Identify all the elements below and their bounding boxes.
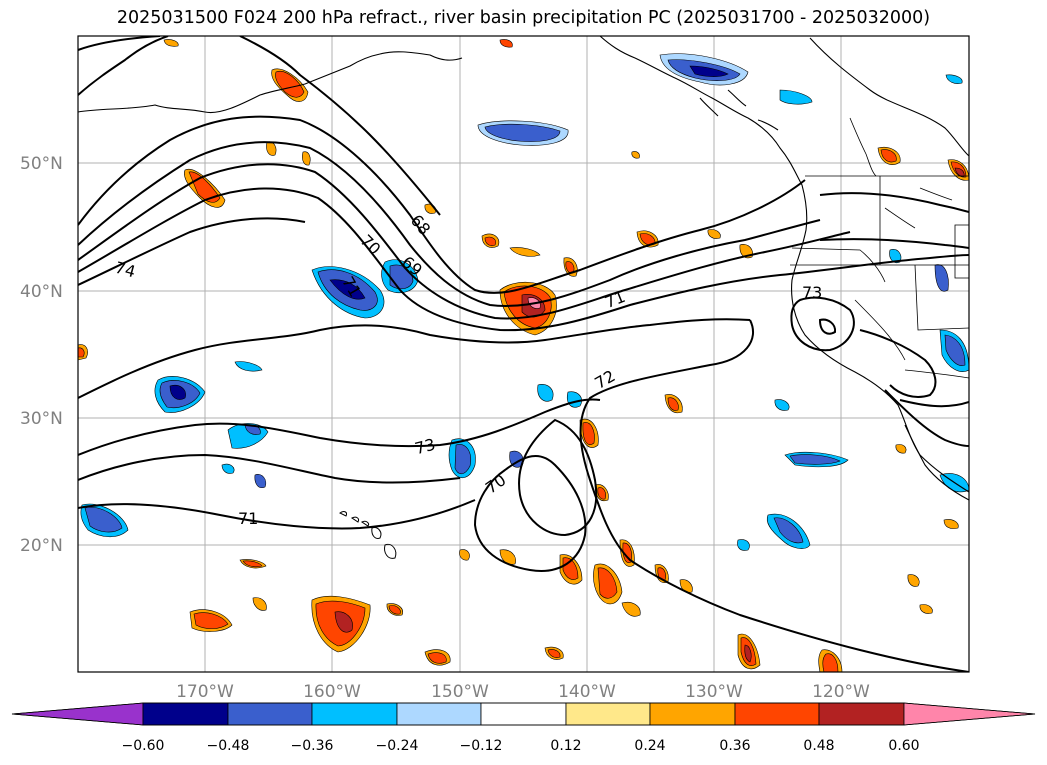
colorbar-segment (903, 702, 1036, 726)
contour-label: 73 (802, 283, 822, 302)
lon-label: 150°W (431, 682, 489, 702)
colorbar-tick: −0.60 (122, 738, 165, 754)
contour-69 (78, 141, 821, 307)
contour-ne-2 (819, 238, 969, 249)
contour-74 (78, 217, 306, 286)
colorbar-segment (734, 702, 820, 726)
contour-se-1 (859, 329, 937, 398)
contour-73-b (78, 453, 461, 484)
colorbar-ticks: −0.60 −0.48 −0.36 −0.24 −0.12 0.12 0.24 … (122, 738, 920, 754)
contour-70-south (473, 455, 587, 572)
lat-label: 30°N (20, 409, 63, 429)
contour-68 (78, 115, 806, 294)
contour-71-loop (518, 418, 598, 537)
contour-label: 73 (413, 435, 438, 459)
refractivity-contours (78, 36, 969, 672)
colorbar-segment (142, 702, 229, 726)
colorbar-tick: −0.24 (376, 738, 419, 754)
contour-72-east (579, 319, 969, 672)
contour-71-south (78, 499, 476, 530)
lon-label: 160°W (303, 682, 361, 702)
contour-se-3 (884, 389, 969, 447)
contour-74-top (78, 36, 161, 51)
lat-label: 50°N (20, 154, 63, 174)
contour-label: 71 (238, 509, 258, 528)
contour-73-east-b (818, 318, 837, 335)
colorbar-segment (565, 702, 651, 726)
contour-se-2 (899, 399, 969, 408)
colorbar-tick: 0.12 (550, 738, 581, 754)
lon-label: 120°W (812, 682, 870, 702)
lon-label: 130°W (685, 682, 743, 702)
contour-73-east (790, 296, 855, 352)
colorbar-tick: −0.12 (460, 738, 503, 754)
lat-label: 20°N (20, 536, 63, 556)
colorbar-tick: −0.36 (291, 738, 334, 754)
lon-label: 140°W (558, 682, 616, 702)
latitude-labels: 50°N 40°N 30°N 20°N (20, 154, 63, 556)
contour-72 (78, 318, 751, 399)
contour-ne-1 (819, 192, 969, 213)
colorbar-segment (11, 702, 144, 726)
colorbar-segment (649, 702, 736, 726)
contour-73 (78, 398, 601, 456)
coastlines (78, 36, 969, 501)
graticule (78, 36, 969, 672)
colorbar-tick: 0.60 (888, 738, 919, 754)
colorbar-tick: 0.24 (634, 738, 665, 754)
contour-label: 74 (113, 258, 138, 282)
figure-title: 2025031500 F024 200 hPa refract., river … (116, 8, 931, 28)
contour-nw (78, 36, 169, 96)
contour-71 (78, 187, 969, 332)
colorbar-segment (227, 702, 313, 726)
colorbar-tick: 0.36 (719, 738, 750, 754)
colorbar-tick: −0.48 (207, 738, 250, 754)
contour-n (239, 36, 441, 216)
map-border (77, 35, 970, 673)
lat-label: 40°N (20, 282, 63, 302)
colorbar-segment (480, 702, 567, 726)
colorbar (11, 702, 1036, 726)
political-boundaries (790, 117, 969, 379)
lon-label: 170°W (176, 682, 234, 702)
colorbar-segment (396, 702, 482, 726)
longitude-labels: 170°W 160°W 150°W 140°W 130°W 120°W (176, 682, 870, 702)
colorbar-segment (818, 702, 905, 726)
colorbar-segment (311, 702, 398, 726)
contour-70 (78, 163, 851, 320)
colorbar-tick: 0.48 (803, 738, 834, 754)
hawaiian-islands (339, 511, 397, 559)
precip-anomaly-fill (78, 39, 969, 672)
colorbar-outline (11, 702, 1036, 726)
